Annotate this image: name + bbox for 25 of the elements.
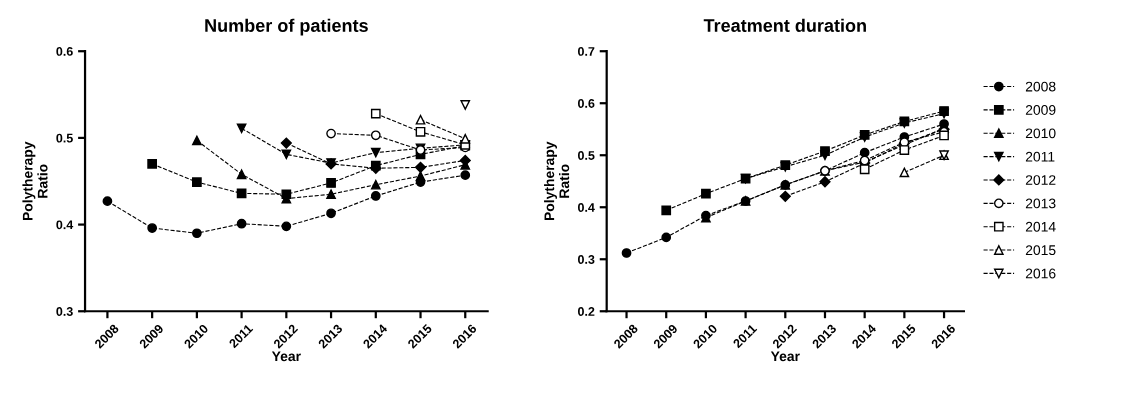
y-tick-label: 0.2 xyxy=(578,307,595,316)
legend-label: 2009 xyxy=(1025,105,1056,115)
chart-title: Treatment duration xyxy=(703,18,866,32)
legend-label: 2012 xyxy=(1025,175,1056,185)
legend-label: 2014 xyxy=(1025,221,1056,232)
legend-label: 2016 xyxy=(1025,268,1056,279)
x-axis-title: Year xyxy=(271,351,301,362)
y-tick-label: 0.4 xyxy=(56,220,74,230)
y-tick-label: 0.6 xyxy=(56,47,73,56)
y-axis-title: Polytherapy Ratio xyxy=(22,141,48,221)
y-tick-label: 0.6 xyxy=(578,99,595,108)
y-tick-label: 0.5 xyxy=(56,133,73,143)
legend-label: 2008 xyxy=(1025,81,1056,92)
y-tick-label: 0.7 xyxy=(578,47,595,56)
y-tick-label: 0.4 xyxy=(578,203,595,212)
legend-label: 2015 xyxy=(1025,245,1056,256)
y-tick-label: 0.3 xyxy=(578,255,595,264)
x-axis-title: Year xyxy=(770,351,800,362)
chart-title: Number of patients xyxy=(205,18,368,36)
y-tick-label: 0.3 xyxy=(56,307,73,316)
legend-label: 2010 xyxy=(1025,128,1056,139)
y-axis-title: Polytherapy Ratio xyxy=(544,141,570,221)
legend-label: 2011 xyxy=(1025,151,1055,162)
y-tick-label: 0.5 xyxy=(578,151,595,160)
legend-label: 2013 xyxy=(1025,198,1056,209)
